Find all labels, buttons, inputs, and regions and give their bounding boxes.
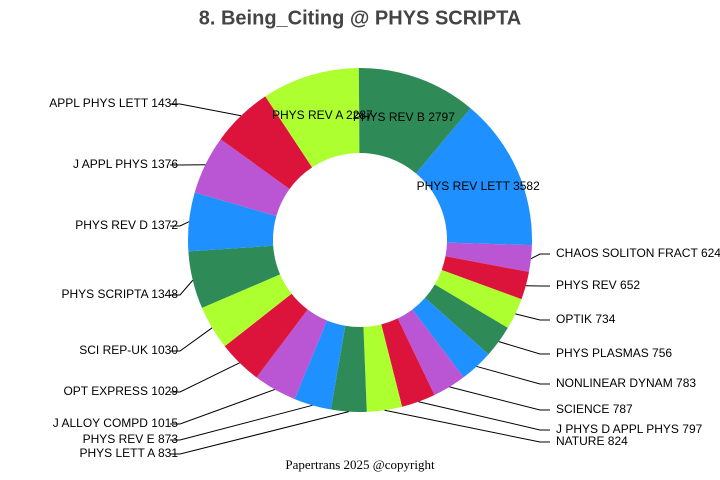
label-category: PHYS REV D <box>75 218 148 232</box>
label-category: PHYS SCRIPTA <box>61 287 148 301</box>
donut-slice <box>194 139 290 217</box>
leader-line <box>170 327 213 352</box>
label-category: PHYS REV A <box>272 108 343 122</box>
label-value: 2797 <box>428 110 455 124</box>
slice-label: APPL PHYS LETT 1434 <box>49 96 178 110</box>
label-category: PHYS REV LETT <box>417 179 511 193</box>
label-value: 624 <box>701 246 720 260</box>
leader-line <box>530 253 550 260</box>
label-category: OPTIK <box>556 312 592 326</box>
slice-label: SCIENCE 787 <box>556 402 633 416</box>
label-category: PHYS REV <box>556 278 617 292</box>
label-value: 1015 <box>151 416 178 430</box>
label-category: NONLINEAR DYNAM <box>556 376 673 390</box>
donut-slice <box>412 297 489 378</box>
label-value: 1348 <box>151 287 178 301</box>
label-category: J PHYS D APPL PHYS <box>556 422 679 436</box>
label-value: 756 <box>652 346 672 360</box>
donut-slice <box>224 293 308 378</box>
slice-label: J APPL PHYS 1376 <box>73 157 178 171</box>
donut-slice <box>415 108 533 246</box>
slice-label-inner: PHYS REV B 2797 <box>353 110 455 124</box>
slice-label: OPTIK 734 <box>556 312 616 326</box>
slice-label: PHYS PLASMAS 756 <box>556 346 672 360</box>
label-value: 2287 <box>346 108 373 122</box>
slice-label: PHYS REV E 873 <box>83 432 179 446</box>
leader-line <box>170 103 242 117</box>
label-value: 873 <box>158 432 178 446</box>
label-value: 787 <box>613 402 633 416</box>
slice-label: OPT EXPRESS 1029 <box>63 384 178 398</box>
donut-slice <box>188 245 281 308</box>
label-value: 1029 <box>151 384 178 398</box>
label-category: J APPL PHYS <box>73 157 148 171</box>
leader-line <box>170 362 240 393</box>
label-value: 1372 <box>151 218 178 232</box>
label-category: PHYS REV E <box>83 432 155 446</box>
slice-label: J ALLOY COMPD 1015 <box>53 416 179 430</box>
label-category: SCI REP-UK <box>79 343 148 357</box>
leader-line <box>170 221 190 227</box>
leader-line <box>170 388 276 425</box>
slice-label: PHYS SCRIPTA 1348 <box>61 287 178 301</box>
label-category: PHYS LETT A <box>79 446 155 460</box>
slice-label: NONLINEAR DYNAM 783 <box>556 376 696 390</box>
label-category: SCIENCE <box>556 402 609 416</box>
donut-slice <box>201 274 292 347</box>
label-value: 831 <box>158 446 178 460</box>
donut-slice <box>294 320 346 410</box>
donut-slice <box>265 68 360 168</box>
label-value: 783 <box>676 376 696 390</box>
chart-title: 8. Being_Citing @ PHYS SCRIPTA <box>199 7 522 29</box>
slice-label-inner: PHYS REV A 2287 <box>272 108 373 122</box>
slice-label: PHYS LETT A 831 <box>79 446 178 460</box>
leader-line <box>498 341 550 355</box>
leader-line <box>170 411 349 455</box>
label-category: PHYS REV B <box>353 110 425 124</box>
label-category: NATURE <box>556 434 604 448</box>
label-value: 824 <box>608 434 628 448</box>
donut-slice <box>256 309 327 400</box>
slice-label: SCI REP-UK 1030 <box>79 343 178 357</box>
slice-label: J PHYS D APPL PHYS 797 <box>556 422 703 436</box>
leader-line <box>170 279 194 296</box>
donut-slice <box>445 242 532 273</box>
label-category: J ALLOY COMPD <box>53 416 148 430</box>
donut-slice <box>424 284 508 355</box>
label-category: OPT EXPRESS <box>63 384 147 398</box>
label-value: 1434 <box>151 96 178 110</box>
donut-slice <box>358 68 471 174</box>
leader-line <box>449 386 550 411</box>
leader-line <box>170 404 313 441</box>
donut-slice <box>363 324 403 412</box>
label-category: CHAOS SOLITON FRACT <box>556 246 698 260</box>
label-value: 652 <box>620 278 640 292</box>
leader-line <box>384 409 550 443</box>
donut-slice <box>220 96 313 190</box>
donut-slice <box>441 256 529 300</box>
slice-label: PHYS REV D 1372 <box>75 218 178 232</box>
label-category: APPL PHYS LETT <box>49 96 149 110</box>
slice-label: NATURE 824 <box>556 434 628 448</box>
label-value: 734 <box>595 312 615 326</box>
donut-slice <box>397 309 464 396</box>
label-value: 1030 <box>151 343 178 357</box>
leader-line <box>476 365 550 385</box>
label-value: 3582 <box>513 179 540 193</box>
slice-label: PHYS REV 652 <box>556 278 640 292</box>
donut-slice <box>381 318 435 407</box>
label-value: 1376 <box>151 157 178 171</box>
slice-label-inner: PHYS REV LETT 3582 <box>417 179 541 193</box>
footer: Papertrans 2025 @copyright <box>285 457 435 472</box>
leader-line <box>418 401 550 431</box>
leader-line <box>515 313 550 321</box>
donut-slice <box>434 269 522 328</box>
donut-slice <box>188 192 277 252</box>
donut-slice <box>330 325 367 413</box>
slice-label: CHAOS SOLITON FRACT 624 <box>556 246 720 260</box>
label-category: PHYS PLASMAS <box>556 346 649 360</box>
label-value: 797 <box>682 422 702 436</box>
